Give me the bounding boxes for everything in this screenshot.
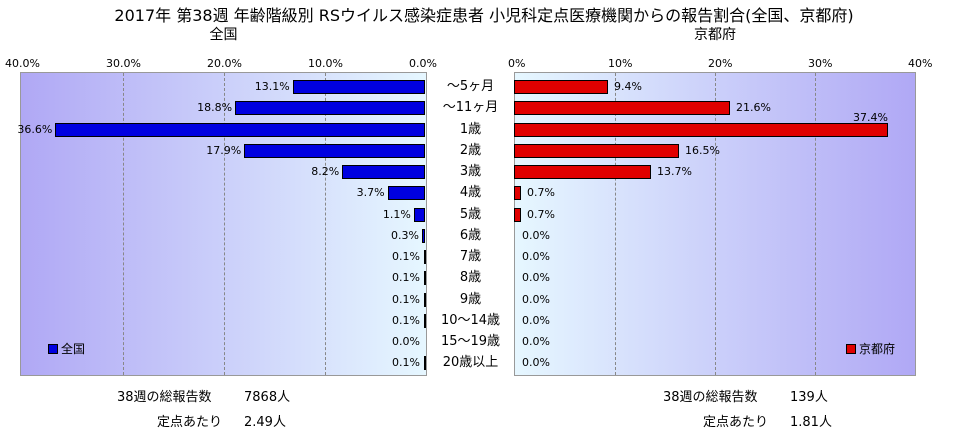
national-tick-label: 20.0% <box>207 57 242 70</box>
national-value-label: 18.8% <box>197 101 233 115</box>
national-value-label: 0.1% <box>392 292 420 306</box>
kyoto-bar <box>514 207 521 222</box>
kyoto-value-label: 0.0% <box>522 356 550 370</box>
category-label: 6歳 <box>459 227 482 243</box>
national-bar <box>423 250 426 264</box>
national-gridline <box>123 73 124 375</box>
kyoto-value-label: 9.4% <box>614 80 642 93</box>
kyoto-bar <box>514 80 608 94</box>
national-tick-label: 30.0% <box>106 57 141 70</box>
national-value-label: 0.1% <box>392 356 420 370</box>
national-value-label: 17.9% <box>206 143 242 157</box>
category-label: 3歳 <box>459 164 482 179</box>
national-bar <box>423 292 426 307</box>
chart-title: 2017年 第38週 年齢階級別 RSウイルス感染症患者 小児科定点医療機関から… <box>114 6 854 25</box>
category-label: 1歳 <box>459 121 482 137</box>
national-value-label: 0.1% <box>392 271 420 285</box>
national-value-label: 36.6% <box>17 122 53 136</box>
kyoto-value-label: 21.6% <box>736 101 771 115</box>
kyoto-value-label: 0.0% <box>522 250 550 263</box>
kyoto-total-value: 139人 <box>790 390 828 405</box>
kyoto-bar <box>514 101 730 116</box>
category-label: ～5ヶ月 <box>446 79 495 94</box>
national-plot-area <box>20 72 427 376</box>
national-bar <box>244 143 425 158</box>
national-tick-label: 40.0% <box>5 57 40 70</box>
category-label: 7歳 <box>459 249 482 264</box>
kyoto-value-label: 16.5% <box>685 143 720 157</box>
category-label: 5歳 <box>459 206 482 222</box>
kyoto-value-label: 37.4% <box>853 110 888 124</box>
national-bar <box>55 122 425 137</box>
kyoto-per-label: 定点あたり <box>703 415 769 430</box>
national-value-label: 0.1% <box>392 313 420 327</box>
national-value-label: 13.1% <box>254 80 290 93</box>
national-legend-swatch <box>48 343 58 354</box>
national-legend-label: 全国 <box>61 342 86 356</box>
kyoto-bar <box>514 165 651 179</box>
national-bar <box>423 356 426 371</box>
kyoto-tick-label: 0% <box>508 57 526 70</box>
national-tick-label: 0.0% <box>409 57 437 70</box>
category-label: 9歳 <box>459 291 482 307</box>
kyoto-gridline <box>615 73 616 375</box>
kyoto-value-label: 0.0% <box>522 228 550 242</box>
national-bar <box>387 186 425 201</box>
kyoto-value-label: 13.7% <box>657 165 692 178</box>
kyoto-bar <box>514 122 888 137</box>
kyoto-total-label: 38週の総報告数 <box>663 390 758 405</box>
category-label: 2歳 <box>459 142 482 158</box>
national-bar <box>413 207 425 222</box>
kyoto-legend-label: 京都府 <box>859 342 896 356</box>
kyoto-tick-label: 20% <box>708 57 733 70</box>
national-per-label: 定点あたり <box>157 415 223 430</box>
national-tick-label: 10.0% <box>308 57 343 70</box>
national-bar <box>421 228 425 243</box>
kyoto-bar <box>514 143 679 158</box>
national-per-value: 2.49人 <box>244 415 286 430</box>
category-label: 8歳 <box>459 270 482 286</box>
category-label: ～11ヶ月 <box>442 100 499 116</box>
national-bar <box>235 101 425 116</box>
category-label: 10～14歳 <box>440 312 501 328</box>
kyoto-tick-label: 40% <box>908 57 933 70</box>
panel-title-national: 全国 <box>209 27 238 43</box>
kyoto-per-value: 1.81人 <box>790 415 832 430</box>
kyoto-legend: 京都府 <box>846 340 895 357</box>
kyoto-bar <box>514 186 521 201</box>
panel-title-kyoto: 京都府 <box>694 27 736 43</box>
national-gridline <box>224 73 225 375</box>
kyoto-value-label: 0.7% <box>527 207 555 221</box>
national-value-label: 0.1% <box>392 250 420 263</box>
category-label: 15～19歳 <box>440 334 501 349</box>
kyoto-value-label: 0.0% <box>522 335 550 348</box>
national-value-label: 3.7% <box>356 186 385 200</box>
national-value-label: 0.3% <box>391 228 419 242</box>
national-gridline <box>325 73 326 375</box>
kyoto-gridline <box>715 73 716 375</box>
kyoto-tick-label: 10% <box>608 57 633 70</box>
kyoto-gridline <box>815 73 816 375</box>
national-legend: 全国 <box>48 340 85 357</box>
category-label: 20歳以上 <box>442 355 499 371</box>
category-label: 4歳 <box>459 185 482 201</box>
kyoto-value-label: 0.0% <box>522 313 550 327</box>
national-value-label: 1.1% <box>382 207 411 221</box>
national-bar <box>292 80 425 94</box>
national-bar <box>342 165 425 179</box>
national-bar <box>423 313 426 328</box>
national-value-label: 0.0% <box>392 335 420 348</box>
kyoto-value-label: 0.7% <box>527 186 555 200</box>
kyoto-legend-swatch <box>846 343 856 354</box>
kyoto-tick-label: 30% <box>808 57 833 70</box>
national-total-label: 38週の総報告数 <box>117 390 212 405</box>
national-total-value: 7868人 <box>244 390 291 405</box>
national-bar <box>423 271 426 286</box>
kyoto-value-label: 0.0% <box>522 271 550 285</box>
kyoto-value-label: 0.0% <box>522 292 550 306</box>
national-value-label: 8.2% <box>311 165 340 178</box>
